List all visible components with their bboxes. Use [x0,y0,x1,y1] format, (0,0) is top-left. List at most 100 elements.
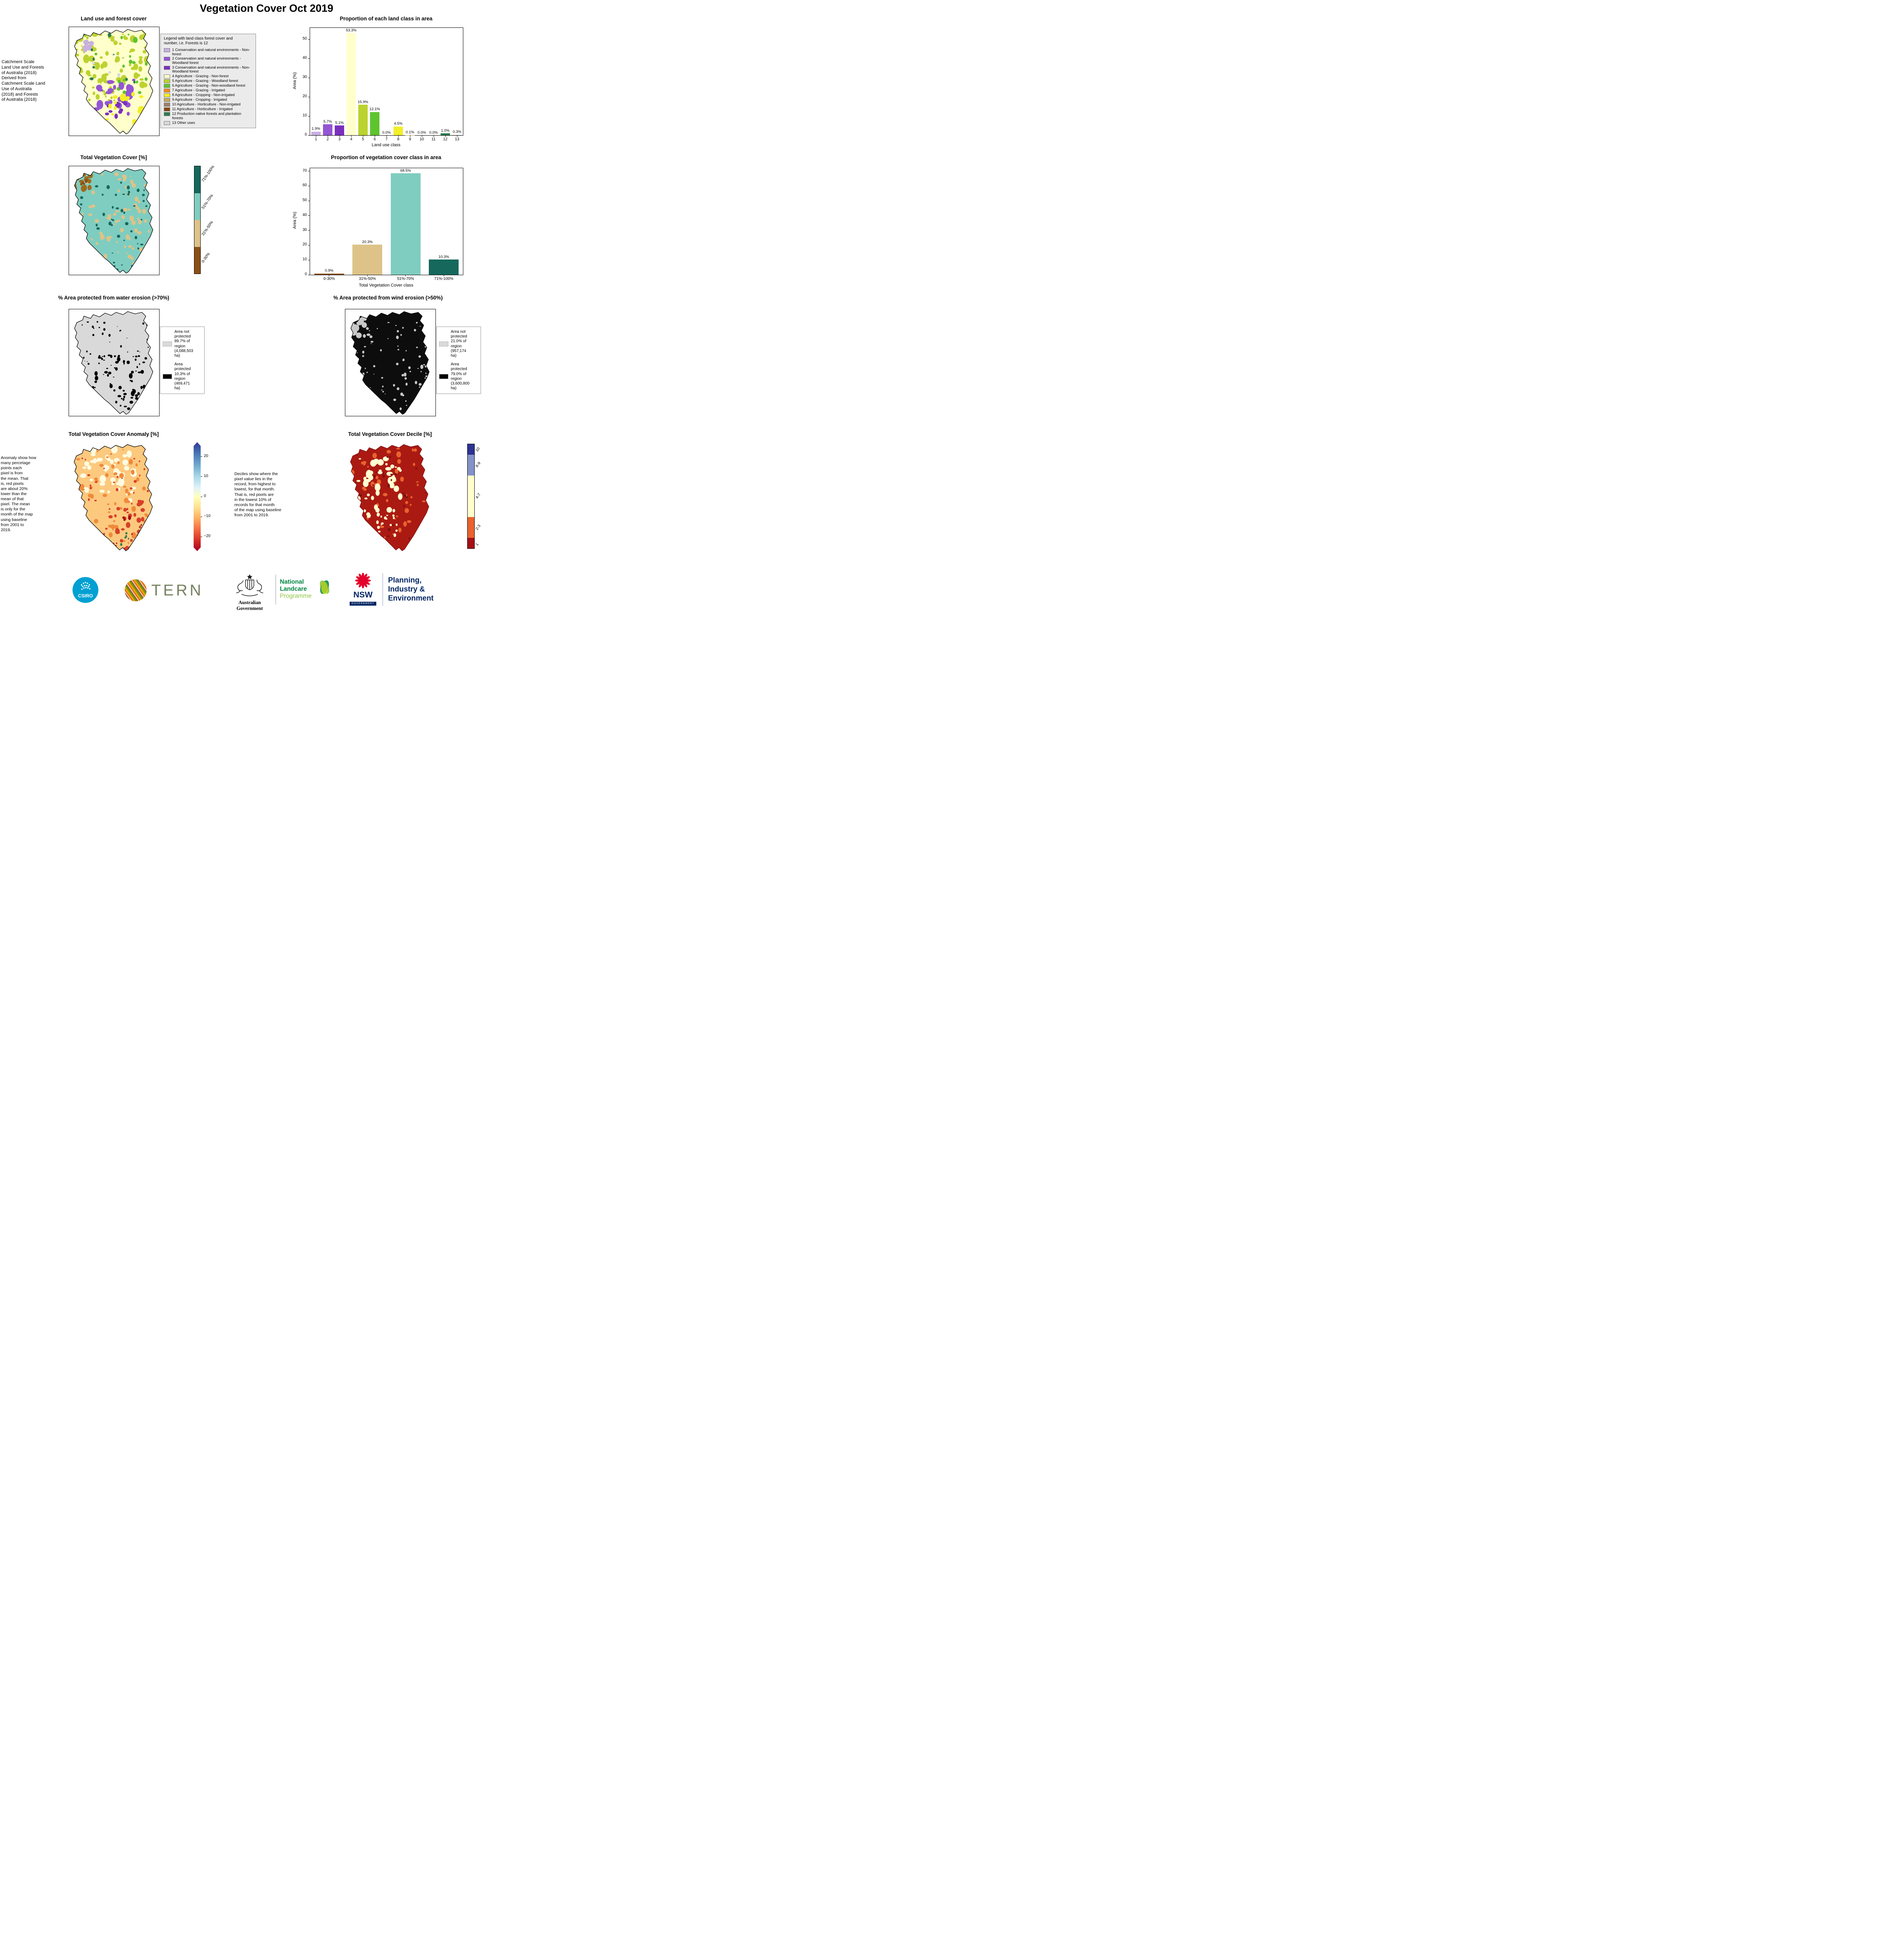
legend-item: 6 Agriculture - Grazing - Non-woodland f… [164,83,252,88]
legend-item-label: 13 Other uses [172,120,195,125]
legend-item-label: 4 Agriculture - Grazing - Non-forest [172,74,229,78]
bar [311,131,321,135]
x-tick-label: 3 [338,137,341,142]
colorbar-segment [194,220,200,247]
decile-note: Deciles show where the pixel value lies … [234,472,281,517]
x-tick-mark [339,135,340,137]
y-tick-label: 40 [302,212,307,217]
land-use-map-frame [69,27,160,136]
bar-value-label: 0.0% [382,130,391,135]
bar-value-label: 0.1% [406,130,414,134]
legend-item-label: 1 Conservation and natural environments … [172,48,250,56]
legend-item: 1 Conservation and natural environments … [164,48,252,56]
y-tick-label: 30 [302,227,307,232]
legend-color-swatch [164,74,170,79]
x-tick-label: 4 [350,137,352,142]
bar-value-label: 68.5% [400,168,411,173]
national-landcare-logo: National Landcare Programme [280,579,312,599]
wind-erosion-map [350,311,430,415]
land-class-bar-chart: 0 10 20 30 40 50 1.9% 1 5.7% 2 5.1% 3 53.3% 4 15.9% 5 12… [303,27,463,142]
x-tick-label: 51%-70% [397,277,414,281]
bar-value-label: 5.7% [323,119,332,124]
legend-color-swatch [164,93,170,98]
veg-cover-map-title: Total Vegetation Cover [%] [80,154,147,160]
decile-colorbar: 10 8-9 4-7 2-3 1 [467,444,482,549]
x-tick-label: 2 [327,137,329,142]
planning-line-1: Planning, [388,576,422,584]
bar [335,125,344,135]
y-tick-mark [308,215,310,216]
y-tick-label: 60 [302,183,307,188]
tern-label: TERN [151,581,203,599]
colorbar-tick-mark [201,456,202,457]
legend-item: 7 Agriculture - Grazing - Irrigated [164,88,252,93]
anomaly-map-frame [69,442,159,552]
land-use-map [74,29,153,134]
map-legend-swatch [163,341,172,347]
x-tick-label: 71%-100% [434,277,454,281]
x-tick-label: 10 [419,137,424,142]
water-erosion-map [74,311,153,415]
decile-map-frame [345,442,435,552]
nsw-government-label: GOVERNMENT [349,602,376,606]
bar [347,33,356,135]
y-tick-label: 20 [302,242,307,247]
y-tick-label: 70 [302,168,307,173]
anomaly-colorbar-ticks: 20 10 0 −10 −20 [201,442,216,551]
landcare-line-1: National [280,579,304,585]
legend-color-swatch [164,112,170,116]
bar [352,245,383,275]
nsw-label: NSW [353,590,373,599]
bar [314,273,344,275]
veg-cover-colorbar: 71%-100% 51%-70% 31%-50% 0-30% [194,165,216,274]
legend-item-label: 7 Agriculture - Grazing - Irrigated [172,88,225,93]
y-tick-label: 10 [302,257,307,262]
colorbar-tick-label: −20 [204,534,210,539]
colorbar-segment-label: 10 [475,446,481,453]
map-legend-item: Area not protected 21.0% of region (957,… [439,330,478,358]
vegetation-cover-report: Vegetation Cover Oct 2019 Catchment Scal… [0,0,486,617]
water-erosion-map-frame [69,309,160,416]
planning-line-3: Environment [388,594,434,603]
veg-cover-map-frame [69,166,160,275]
colorbar-segment-label: 2-3 [475,524,482,531]
colorbar-segment [468,444,474,455]
colorbar-segment [468,454,474,475]
map-legend-swatch [439,341,448,347]
legend-color-swatch [164,48,170,52]
bar-value-label: 53.3% [346,28,357,33]
landcare-line-3: Programme [280,592,312,599]
y-tick-mark [308,39,310,40]
veg-cover-map [74,168,153,274]
colorbar-tick-mark [201,476,202,477]
waratah-icon [355,572,371,589]
bar-value-label: 12.1% [369,107,380,112]
map-legend-item: Area not protected 89.7% of region (4,08… [163,330,202,358]
water-erosion-title: % Area protected from water erosion (>70… [58,295,169,301]
anomaly-map-title: Total Vegetation Cover Anomaly [%] [68,431,159,437]
australian-coat-of-arms-icon [236,574,263,596]
footer-logos: CSIRO TERN Australian Government [0,572,486,615]
legend-item: 4 Agriculture - Grazing - Non-forest [164,74,252,79]
nsw-government-logo: NSW GOVERNMENT [347,572,379,606]
landcare-line-2: Landcare [280,585,307,592]
bar-value-label: 0.9% [325,269,334,273]
legend-item: 10 Agriculture - Horticulture - Non-irri… [164,102,252,107]
map-legend-label: Area not protected 89.7% of region (4,08… [174,330,193,358]
legend-item: 8 Agriculture - Cropping - Non-irrigated [164,93,252,98]
legend-item-label: 3 Conservation and natural environments … [172,65,250,74]
legend-item: 2 Conservation and natural environments … [164,56,252,65]
x-tick-mark [351,135,352,137]
x-tick-label: 8 [397,137,399,142]
colorbar-segment-label: 0-30% [201,252,211,264]
legend-color-swatch [164,89,170,93]
legend-item-label: 10 Agriculture - Horticulture - Non-irri… [172,102,241,107]
australian-government-logo: Australian Government [225,573,274,612]
colorbar-segment [468,517,474,538]
y-tick-label: 50 [302,36,307,41]
legend-item-label: 2 Conservation and natural environments … [172,56,241,65]
x-tick-label: 31%-50% [359,277,376,281]
colorbar-segment [468,538,474,548]
anomaly-map [74,444,153,551]
legend-color-swatch [164,103,170,107]
